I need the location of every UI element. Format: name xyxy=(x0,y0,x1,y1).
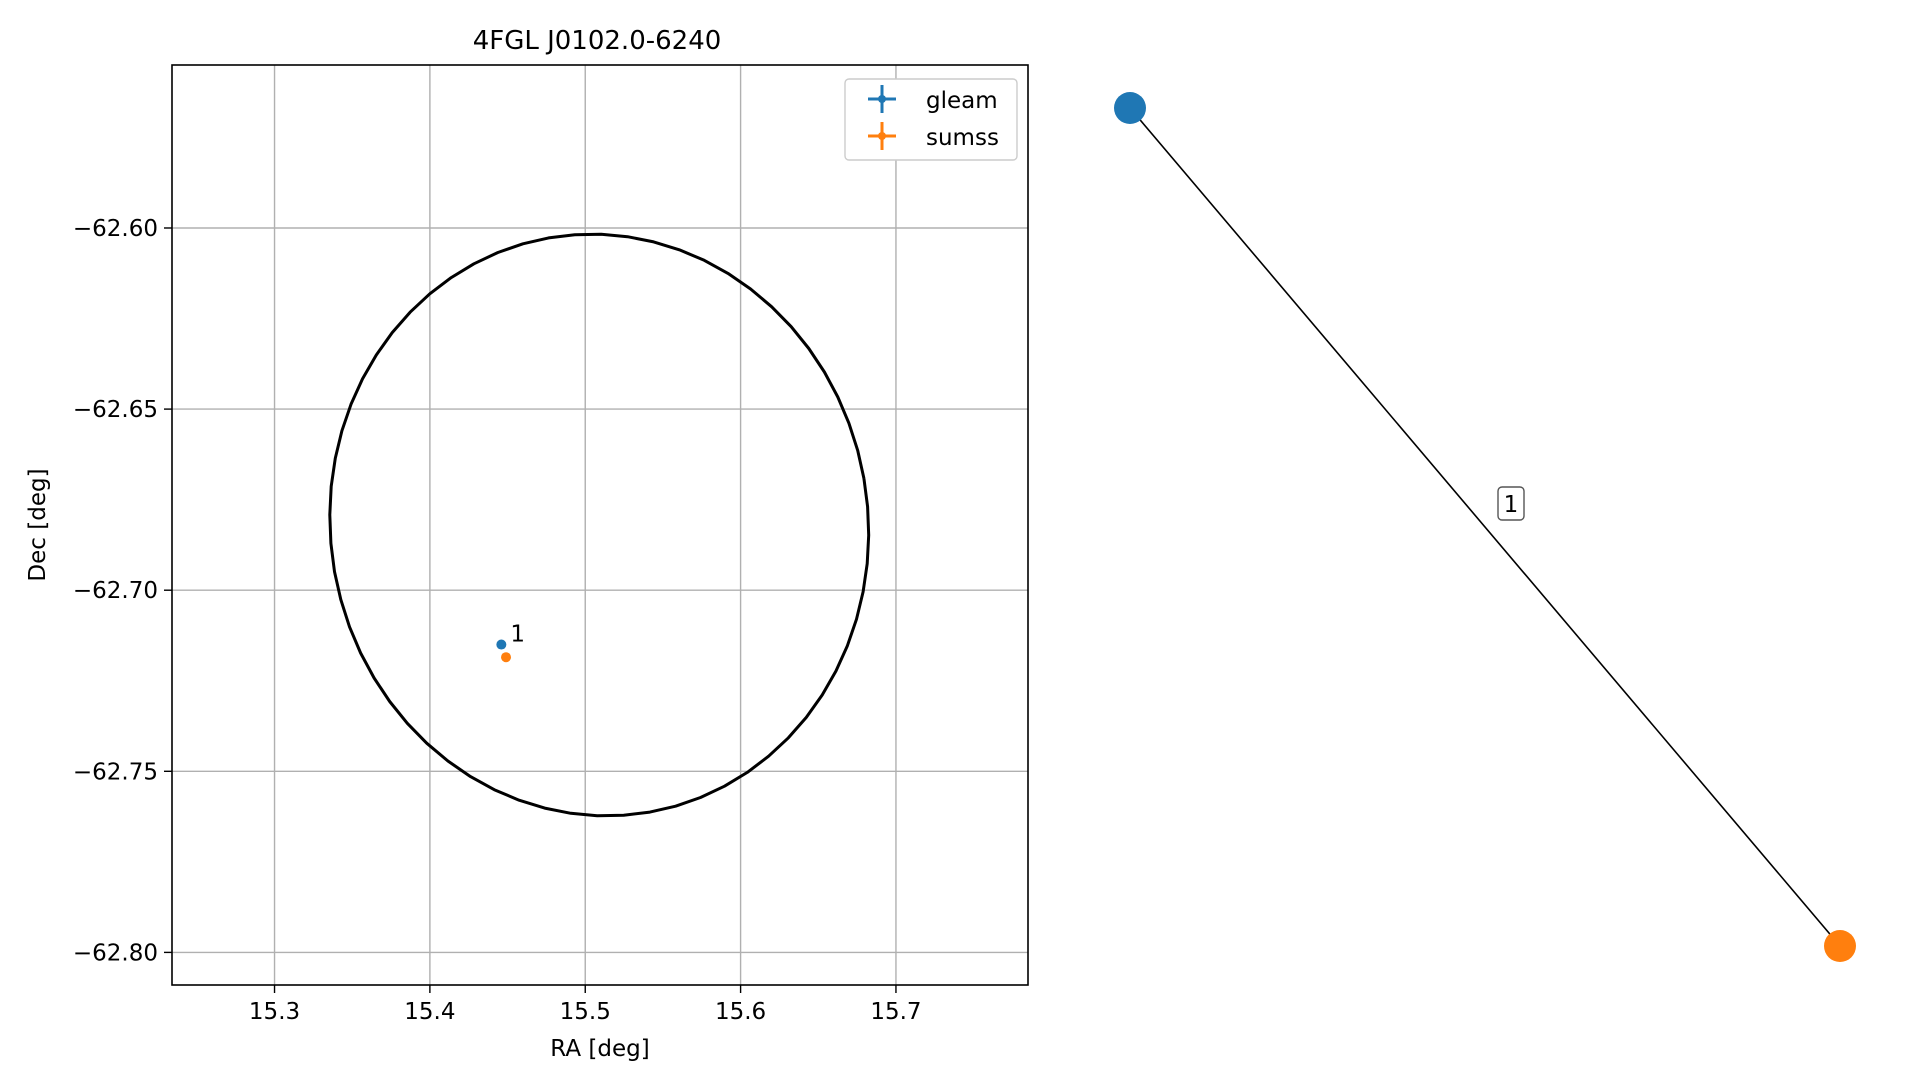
plot-frame xyxy=(171,64,1029,986)
x-tick-label: 15.7 xyxy=(870,999,921,1025)
x-axis-ticks: 15.3 15.4 15.5 15.6 15.7 xyxy=(249,985,922,1025)
edge-label: 1 xyxy=(1504,492,1519,518)
legend-marker-gleam xyxy=(868,85,896,113)
edge-label-box xyxy=(1497,486,1525,521)
match-graph: 1 xyxy=(1114,92,1856,962)
point-annotation: 1 xyxy=(510,622,525,648)
x-tick-label: 15.4 xyxy=(404,999,455,1025)
legend-marker-sumss xyxy=(868,122,896,150)
legend-label-sumss: sumss xyxy=(926,125,999,151)
grid-lines xyxy=(172,65,1028,985)
y-tick-label: −62.75 xyxy=(73,759,158,785)
data-point-gleam xyxy=(496,639,507,650)
x-tick-label: 15.5 xyxy=(560,999,611,1025)
error-ellipse-path xyxy=(328,232,871,818)
x-tick-label: 15.6 xyxy=(715,999,766,1025)
y-tick-label: −62.80 xyxy=(73,940,158,966)
y-tick-label: −62.60 xyxy=(73,216,158,242)
x-axis-label: RA [deg] xyxy=(550,1036,649,1062)
legend: gleam sumss xyxy=(844,78,1018,161)
graph-node-gleam xyxy=(1114,92,1146,124)
graph-edge xyxy=(1129,107,1841,947)
chart-title: 4FGL J0102.0-6240 xyxy=(473,26,722,56)
y-axis-ticks: −62.60 −62.65 −62.70 −62.75 −62.80 xyxy=(73,216,172,966)
graph-node-sumss xyxy=(1824,930,1856,962)
x-tick-label: 15.3 xyxy=(249,999,300,1025)
legend-label-gleam: gleam xyxy=(926,88,998,114)
sky-plot: 4FGL J0102.0-6240 1 15.3 15.4 15.5 15.6 15.7… xyxy=(25,26,1029,1062)
y-tick-label: −62.70 xyxy=(73,578,158,604)
y-tick-label: −62.65 xyxy=(73,397,158,423)
error-ellipse xyxy=(328,232,871,818)
data-point-sumss xyxy=(501,652,512,663)
data-points: 1 xyxy=(496,622,525,663)
y-axis-label: Dec [deg] xyxy=(25,468,51,581)
